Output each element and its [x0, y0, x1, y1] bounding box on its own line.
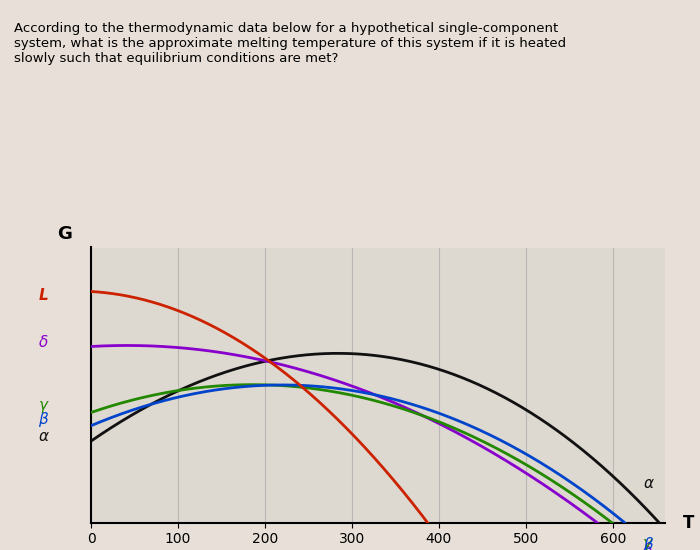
- Text: G: G: [57, 225, 72, 243]
- Text: β: β: [643, 537, 653, 550]
- Text: β: β: [38, 411, 48, 427]
- Text: T: T: [682, 514, 694, 531]
- Text: γ: γ: [643, 536, 652, 550]
- Text: α: α: [643, 476, 653, 491]
- Text: According to the thermodynamic data below for a hypothetical single-component
sy: According to the thermodynamic data belo…: [14, 22, 566, 65]
- Text: α: α: [38, 429, 48, 444]
- Text: L: L: [38, 288, 48, 304]
- Text: γ: γ: [38, 398, 48, 414]
- Text: δ: δ: [643, 543, 652, 550]
- Text: δ: δ: [38, 334, 48, 350]
